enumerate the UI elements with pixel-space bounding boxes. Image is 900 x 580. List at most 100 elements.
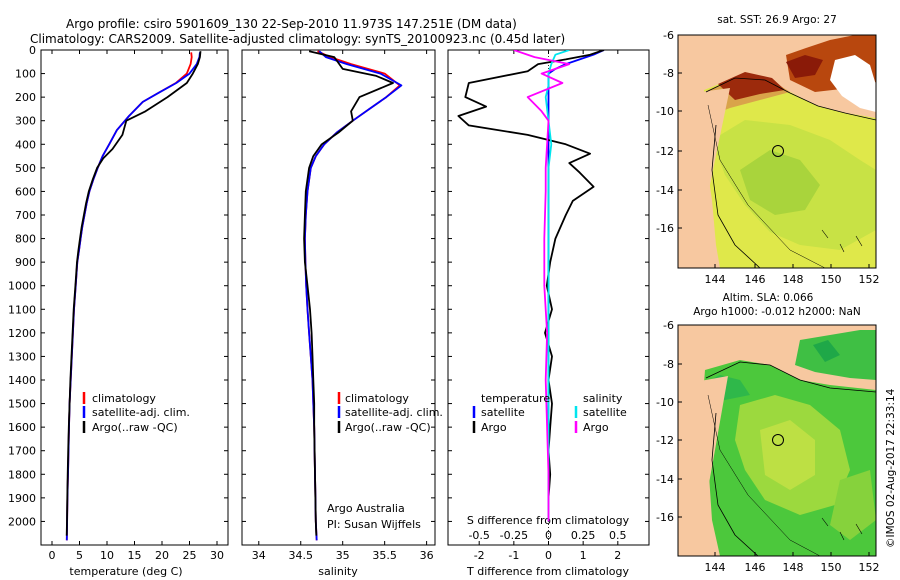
x-tick-label: 2: [614, 549, 621, 562]
s-tick-label: -0.5: [468, 529, 489, 542]
depth-tick-label: 900: [15, 256, 36, 269]
imos-stamp: ©IMOS 02-Aug-2017 22:33:14: [885, 388, 897, 548]
map-y-tick-label: -16: [656, 511, 674, 524]
x-tick-label: 5: [76, 549, 83, 562]
map-x-tick-label: 148: [783, 561, 804, 574]
depth-tick-label: 1800: [8, 468, 36, 481]
argo-location-marker: [772, 145, 784, 157]
map-x-tick-label: 146: [745, 273, 766, 286]
sla-field-low: [813, 340, 840, 362]
depth-tick-label: 1200: [8, 327, 36, 340]
legend-satellite-adj: satellite-adj. clim.: [345, 406, 443, 419]
sst-field-warm: [740, 150, 820, 215]
map-x-tick-label: 152: [859, 561, 880, 574]
coastline: [705, 77, 876, 121]
map-x-tick-label: 146: [745, 561, 766, 574]
depth-tick-label: 2000: [8, 515, 36, 528]
x-tick-label: 34.5: [288, 549, 313, 562]
map-y-tick-label: -12: [656, 434, 674, 447]
series-line-argo-raw-qc-: [303, 50, 394, 536]
map-y-tick-label: -8: [663, 358, 674, 371]
argo-location-marker: [772, 434, 784, 446]
depth-tick-label: 200: [15, 91, 36, 104]
map-x-tick-label: 152: [859, 273, 880, 286]
sla-map-subtitle: Argo h1000: -0.012 h2000: NaN: [693, 306, 861, 318]
header-title: Argo profile: csiro 5901609_130 22-Sep-2…: [66, 17, 517, 31]
s-tick-label: -0.25: [500, 529, 528, 542]
depth-tick-label: 1300: [8, 350, 36, 363]
salinity-xlabel: salinity: [318, 565, 358, 578]
sst-field-hot: [786, 55, 823, 78]
sla-map-title: Altim. SLA: 0.066: [723, 292, 814, 304]
x-tick-label: 35.5: [372, 549, 397, 562]
depth-tick-label: 400: [15, 138, 36, 151]
coastline: [711, 412, 759, 556]
depth-tick-label: 600: [15, 185, 36, 198]
salinity-legend: climatology satellite-adj. clim. Argo(..…: [327, 392, 443, 531]
x-tick-label: 15: [128, 549, 142, 562]
legend-climatology: climatology: [92, 392, 156, 405]
temperature-legend: climatology satellite-adj. clim. Argo(..…: [82, 392, 190, 434]
depth-tick-label: 1400: [8, 374, 36, 387]
x-tick-label: 0: [49, 549, 56, 562]
bathymetry-contour: [707, 394, 821, 556]
legend-s-satellite: satellite: [583, 406, 627, 419]
land-area: [678, 376, 728, 510]
map-y-tick-label: -12: [656, 145, 674, 158]
map-x-tick-label: 144: [705, 561, 726, 574]
depth-tick-label: 100: [15, 68, 36, 81]
depth-tick-label: 500: [15, 162, 36, 175]
s-tick-label: 0: [545, 529, 552, 542]
salinity-panel: [241, 49, 436, 546]
depth-tick-label: 800: [15, 233, 36, 246]
coastline: [705, 361, 876, 393]
legend-argo: Argo(..raw -QC): [92, 421, 178, 434]
land-area: [678, 88, 730, 220]
map-x-tick-label: 150: [821, 273, 842, 286]
legend-s-argo: Argo: [583, 421, 609, 434]
no-data: [830, 55, 876, 112]
credit-line1: Argo Australia: [327, 502, 405, 515]
x-tick-label: 25: [183, 549, 197, 562]
credit-line2: PI: Susan Wijffels: [327, 518, 421, 531]
legend-t-satellite: satellite: [481, 406, 525, 419]
x-tick-label: 0: [545, 549, 552, 562]
x-tick-label: -2: [474, 549, 485, 562]
x-tick-label: 20: [155, 549, 169, 562]
map-y-tick-label: -10: [656, 396, 674, 409]
depth-tick-label: 1500: [8, 398, 36, 411]
difference-legend: temperature satellite Argo salinity sate…: [472, 392, 627, 434]
legend-climatology: climatology: [345, 392, 409, 405]
x-tick-label: 10: [100, 549, 114, 562]
sst-map: [678, 35, 876, 268]
map-x-tick-label: 150: [821, 561, 842, 574]
x-tick-label: 36: [420, 549, 434, 562]
depth-tick-label: 1100: [8, 303, 36, 316]
map-y-tick-label: -10: [656, 105, 674, 118]
sla-field-high: [830, 470, 876, 540]
sst-map-title: sat. SST: 26.9 Argo: 27: [717, 14, 837, 26]
map-y-tick-label: -16: [656, 222, 674, 235]
temperature-panel: [40, 49, 229, 546]
map-y-tick-label: -8: [663, 67, 674, 80]
reef-outlines: [821, 517, 863, 541]
x-tick-label: 34: [252, 549, 266, 562]
map-y-tick-label: -14: [656, 473, 674, 486]
sla-map: [678, 325, 876, 556]
map-x-tick-label: 148: [783, 273, 804, 286]
coastline: [711, 124, 761, 268]
depth-tick-label: 1600: [8, 421, 36, 434]
series-line-argo-raw-qc-: [65, 51, 202, 536]
x-tick-label: -1: [508, 549, 519, 562]
temperature-xlabel: temperature (deg C): [69, 565, 182, 578]
legend-satellite-adj: satellite-adj. clim.: [92, 406, 190, 419]
sla-field-high: [760, 420, 815, 490]
depth-tick-label: 700: [15, 209, 36, 222]
s-tick-label: 0.25: [571, 529, 596, 542]
series-line-salinity-argo: [513, 50, 571, 522]
depth-tick-label: 300: [15, 115, 36, 128]
reef-outlines: [821, 229, 863, 253]
map-x-tick-label: 144: [705, 273, 726, 286]
x-tick-label: 35: [336, 549, 350, 562]
